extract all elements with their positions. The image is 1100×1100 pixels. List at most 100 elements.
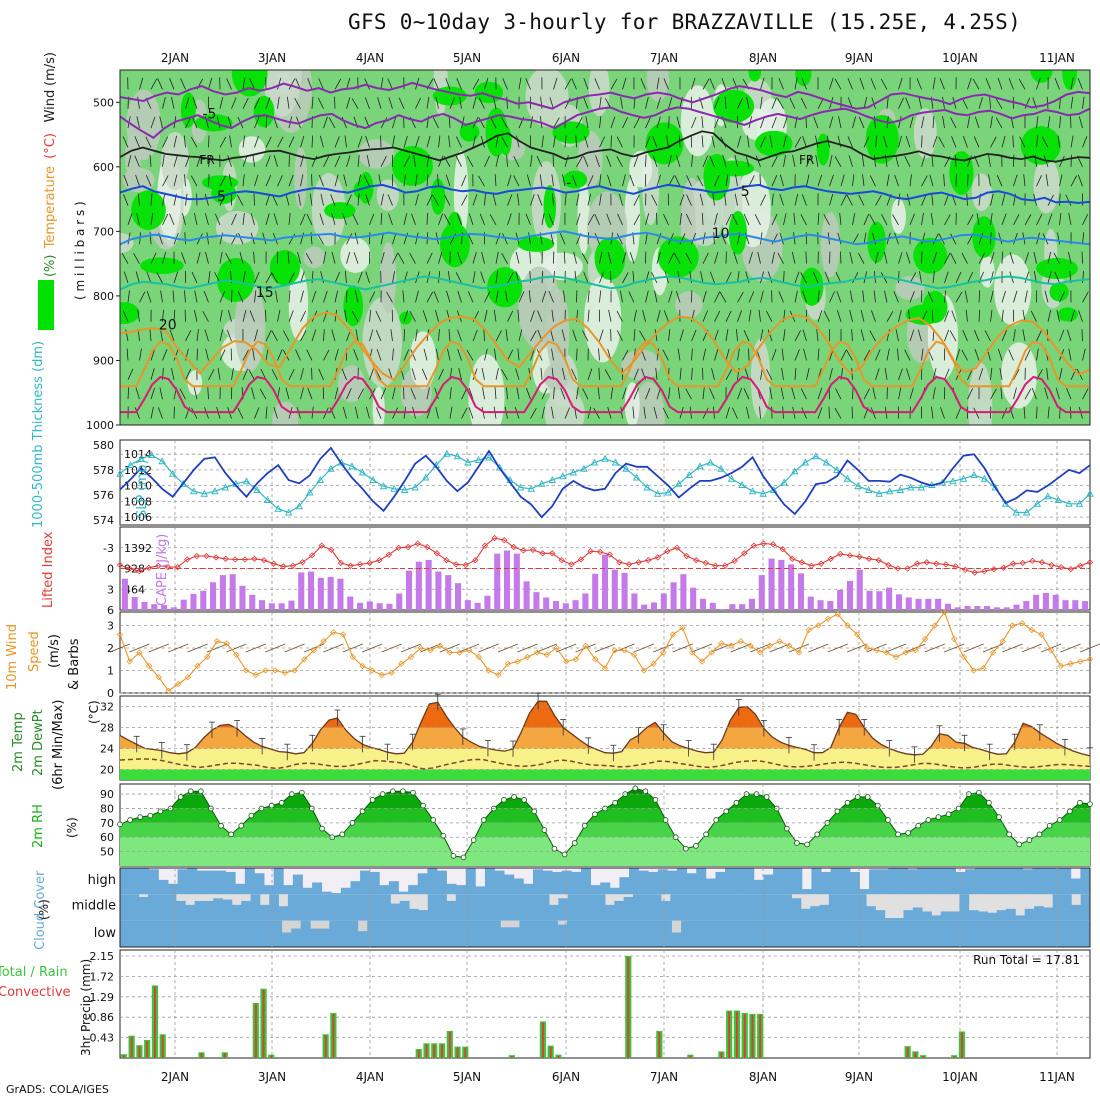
wind-barb <box>858 194 865 206</box>
wind-barb <box>587 232 589 245</box>
wind10-point <box>320 638 327 645</box>
precip-bar-convective <box>961 1032 963 1058</box>
wind-barb <box>287 251 290 264</box>
wind-barb <box>1059 193 1061 206</box>
wind-barb <box>1036 77 1041 90</box>
wind-barb <box>461 194 468 206</box>
rh-moist-patch <box>913 237 948 274</box>
cape-bar <box>846 580 853 610</box>
li-point <box>635 559 642 566</box>
wind-barb <box>974 349 980 361</box>
wind-barb <box>1013 290 1018 303</box>
wind-barb <box>548 213 554 226</box>
wind-barb <box>755 155 761 167</box>
precip-tick: 1.29 <box>90 991 115 1004</box>
cloud-level-label: middle <box>72 899 116 914</box>
wind-barb <box>909 174 912 187</box>
wind-barb <box>1082 232 1085 245</box>
cloud-bar-low <box>1070 920 1081 947</box>
wind10-point <box>213 638 221 645</box>
wind-barb <box>583 97 589 109</box>
slp-tick: 1010 <box>124 480 152 493</box>
rh-point <box>935 814 942 820</box>
wind-barb <box>794 193 799 206</box>
precip-tick: 1.72 <box>90 970 115 983</box>
date-label-top: 10JAN <box>942 51 978 65</box>
wind-barb <box>481 251 485 264</box>
precip-bar-convective <box>743 1013 746 1058</box>
wind-barb <box>205 348 209 361</box>
wind-barb <box>1001 290 1006 303</box>
wind-barb <box>1000 387 1003 400</box>
cloud-bar-high <box>648 871 659 895</box>
wind10-point <box>184 674 192 681</box>
li-point <box>846 552 854 559</box>
wind-barb <box>852 387 854 400</box>
wind10-barb <box>517 643 538 653</box>
wind-barb <box>1055 387 1060 400</box>
li-point <box>318 542 325 549</box>
wind-barb <box>171 96 175 109</box>
wind-barb <box>346 194 352 206</box>
wind-barb <box>829 291 835 303</box>
precip-bar-convective <box>324 1035 327 1058</box>
wind-barb <box>967 272 974 284</box>
cape-bar <box>739 604 746 610</box>
wind-barb <box>725 310 732 322</box>
cloud-bar-low <box>842 920 853 947</box>
wind-barb <box>323 116 328 129</box>
wind-barb <box>277 175 283 187</box>
wind-barb <box>954 154 957 167</box>
wind-barb <box>553 117 560 129</box>
rh-moist-patch <box>715 160 755 177</box>
wind-barb <box>530 194 535 206</box>
wind-barb <box>714 348 719 361</box>
wind-barb <box>265 309 267 322</box>
thickness-point <box>253 486 261 493</box>
wind-barb <box>576 193 580 206</box>
wind-barb <box>392 271 395 284</box>
cape-bar <box>984 605 991 610</box>
wind-barb <box>530 310 535 322</box>
wind-barb <box>242 135 246 148</box>
wind-barb <box>1013 369 1020 381</box>
rh-unit: (%) <box>65 817 79 838</box>
wind-tick: 3 <box>107 620 114 633</box>
cloud-bar-high <box>686 873 697 895</box>
li-point <box>280 563 287 570</box>
wind-barb <box>860 329 865 342</box>
precip-bar-convective <box>441 1044 443 1058</box>
rh-point <box>612 799 618 806</box>
cape-bar <box>1052 594 1059 610</box>
cloud-bar-middle <box>278 906 289 921</box>
cape-bar <box>533 592 540 610</box>
thickness-point <box>980 474 989 482</box>
thickness-point <box>759 489 767 497</box>
cape-bar <box>778 559 785 610</box>
cloud-bar-high <box>148 869 159 895</box>
wind-barb <box>254 407 260 419</box>
cloud-bar-middle <box>875 910 886 921</box>
cape-bar <box>1033 594 1040 610</box>
wind-barb <box>502 233 508 245</box>
wind-barb <box>206 232 209 245</box>
wind-barb <box>668 155 672 167</box>
thickness-point <box>1001 499 1010 507</box>
wind-barb <box>816 329 819 342</box>
wind-barb <box>719 291 727 303</box>
cape-bar <box>239 585 246 610</box>
wind-barb <box>747 135 750 148</box>
wind-barb <box>150 252 157 264</box>
wind-barb <box>134 136 140 148</box>
cloud-bar-high <box>350 881 361 895</box>
wind-barb <box>254 136 259 148</box>
cape-bar <box>327 576 334 610</box>
wind-barb <box>967 174 969 187</box>
precip-bar-convective <box>448 1031 451 1058</box>
wind-barb <box>489 214 497 226</box>
wind-barb <box>1059 116 1062 129</box>
wind-barb <box>1013 214 1020 226</box>
rh-point <box>885 817 891 823</box>
wind-barb <box>194 290 198 303</box>
rh-dry-patch <box>433 70 448 117</box>
